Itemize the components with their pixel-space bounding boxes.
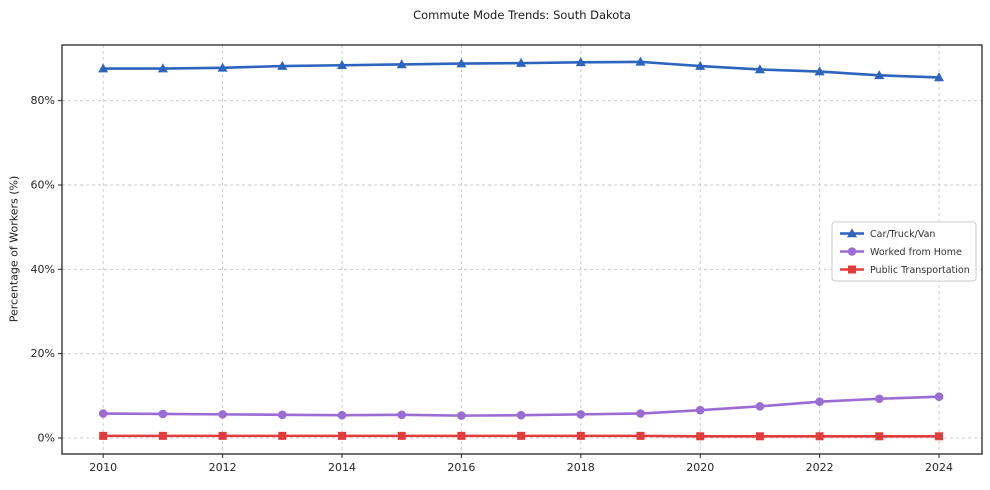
marker-public-transportation-2023	[875, 432, 884, 441]
marker-car-truck-van-2022	[814, 66, 825, 76]
marker-worked-from-home-2016	[457, 411, 466, 420]
marker-public-transportation-2022	[815, 432, 824, 441]
marker-worked-from-home-2011	[158, 409, 168, 419]
axes-frame	[61, 44, 983, 455]
marker-car-truck-van-2012	[217, 62, 228, 72]
marker-worked-from-home-2014	[337, 410, 347, 420]
marker-public-transportation-2017	[517, 431, 526, 440]
chart-title: Commute Mode Trends: South Dakota	[413, 8, 631, 22]
marker-worked-from-home-2018	[576, 410, 586, 419]
y-tick-label-40: 40%	[31, 263, 55, 276]
legend-marker-car-truck-van	[847, 228, 857, 238]
marker-worked-from-home-2019	[636, 409, 645, 418]
marker-public-transportation-2015	[397, 431, 406, 440]
legend-label-public-transportation: Public Transportation	[870, 265, 970, 276]
marker-car-truck-van-2016	[456, 58, 467, 68]
marker-worked-from-home-2023	[875, 394, 884, 404]
x-tick-label-2010: 2010	[89, 461, 117, 474]
marker-worked-from-home-2015	[397, 410, 407, 420]
marker-public-transportation-2019	[636, 431, 645, 440]
marker-worked-from-home-2012	[218, 410, 227, 419]
y-tick-label-0: 0%	[38, 431, 55, 444]
x-tick-label-2012: 2012	[209, 461, 237, 474]
marker-car-truck-van-2019	[635, 56, 646, 66]
marker-public-transportation-2018	[576, 431, 585, 440]
marker-public-transportation-2014	[338, 431, 346, 440]
marker-public-transportation-2024	[935, 432, 944, 441]
marker-worked-from-home-2020	[695, 405, 705, 415]
legend	[831, 221, 977, 282]
marker-worked-from-home-2024	[934, 392, 944, 401]
marker-car-truck-van-2023	[874, 70, 885, 80]
marker-worked-from-home-2022	[815, 397, 824, 407]
legend-marker-public-transportation	[848, 265, 856, 274]
marker-worked-from-home-2013	[277, 410, 287, 420]
marker-car-truck-van-2015	[396, 59, 407, 69]
marker-public-transportation-2016	[457, 431, 466, 440]
legend-label-car-truck-van: Car/Truck/Van	[870, 229, 935, 240]
marker-car-truck-van-2014	[337, 60, 347, 70]
marker-car-truck-van-2024	[934, 72, 945, 82]
marker-car-truck-van-2020	[695, 60, 706, 70]
y-tick-label-80: 80%	[31, 94, 55, 107]
marker-public-transportation-2012	[218, 431, 227, 440]
marker-public-transportation-2010	[99, 431, 108, 440]
marker-car-truck-van-2013	[277, 60, 288, 70]
marker-car-truck-van-2010	[98, 63, 109, 73]
legend-label-worked-from-home: Worked from Home	[870, 247, 962, 258]
marker-car-truck-van-2011	[157, 63, 168, 73]
marker-public-transportation-2021	[755, 432, 764, 441]
marker-car-truck-van-2021	[754, 64, 765, 74]
legend-marker-worked-from-home	[847, 247, 857, 256]
x-tick-label-2014: 2014	[328, 461, 356, 474]
marker-worked-from-home-2010	[98, 409, 108, 418]
marker-public-transportation-2013	[278, 431, 287, 440]
y-tick-label-60: 60%	[31, 178, 55, 191]
y-tick-label-20: 20%	[31, 347, 55, 360]
marker-public-transportation-2011	[158, 431, 167, 440]
marker-car-truck-van-2018	[575, 57, 586, 67]
marker-car-truck-van-2017	[516, 57, 527, 67]
marker-public-transportation-2020	[696, 432, 705, 441]
marker-worked-from-home-2021	[755, 402, 765, 411]
x-tick-label-2016: 2016	[447, 461, 475, 474]
x-tick-label-2024: 2024	[925, 461, 953, 474]
x-tick-label-2018: 2018	[567, 461, 595, 474]
x-tick-label-2022: 2022	[806, 461, 834, 474]
x-tick-label-2020: 2020	[686, 461, 714, 474]
marker-worked-from-home-2017	[516, 410, 526, 420]
